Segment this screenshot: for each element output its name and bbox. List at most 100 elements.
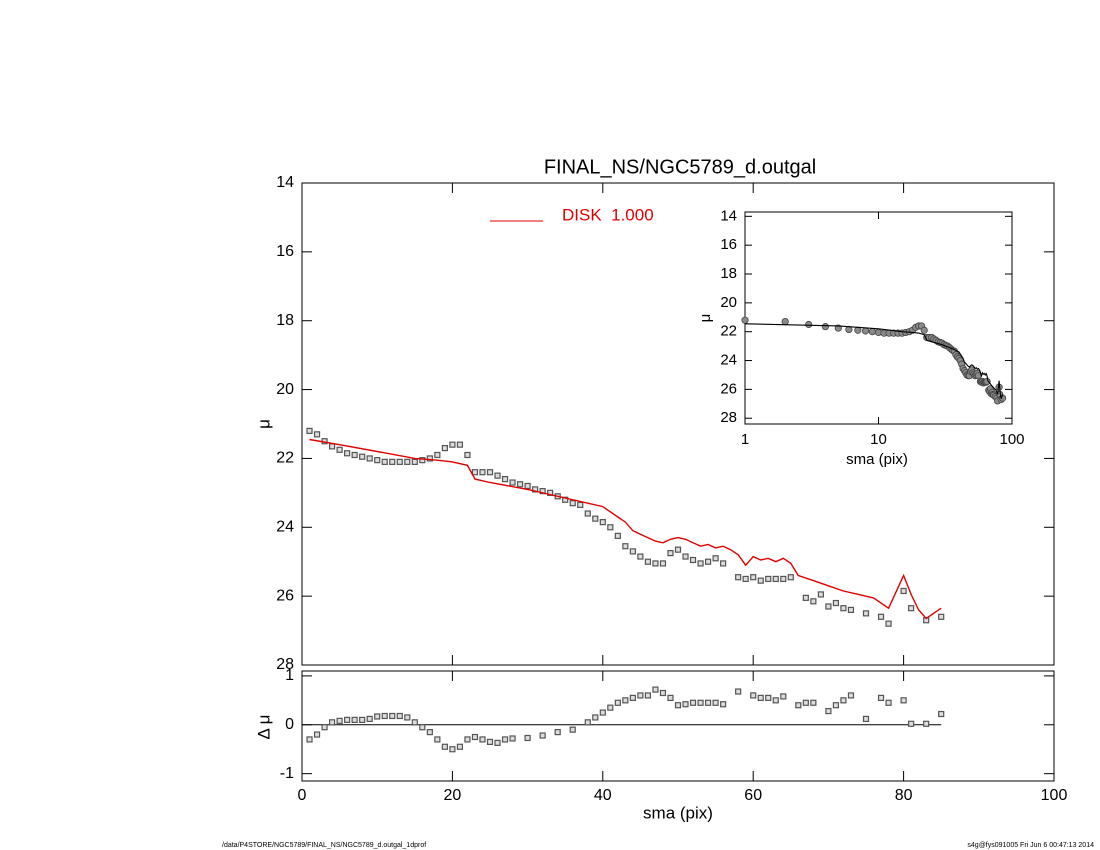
- data-point: [494, 739, 501, 746]
- data-point: [817, 591, 824, 598]
- data-point: [622, 543, 629, 550]
- data-point: [351, 716, 358, 723]
- data-point: [825, 603, 832, 610]
- data-point: [885, 620, 892, 627]
- data-point: [449, 441, 456, 448]
- data-point: [689, 699, 697, 706]
- data-point: [456, 743, 464, 750]
- y-tick-label: 26: [276, 587, 294, 604]
- data-point: [569, 500, 576, 507]
- data-point: [592, 515, 599, 522]
- data-point: [920, 326, 928, 334]
- data-point: [697, 699, 704, 706]
- y-tick-label: 1: [285, 667, 294, 684]
- data-point: [652, 686, 659, 693]
- data-point: [861, 327, 870, 335]
- y-tick-label: 20: [720, 294, 737, 311]
- data-point: [742, 575, 749, 583]
- data-point: [404, 458, 411, 465]
- data-point: [637, 553, 644, 560]
- data-point: [885, 699, 892, 706]
- y-tick-label: -1: [280, 765, 294, 782]
- data-point: [900, 587, 907, 595]
- data-point: [359, 716, 366, 723]
- data-point: [840, 605, 847, 612]
- data-point: [704, 558, 712, 565]
- data-point: [547, 489, 554, 496]
- data-point: [486, 469, 494, 476]
- data-point: [411, 458, 418, 465]
- data-point: [479, 469, 486, 476]
- data-point: [509, 735, 516, 742]
- data-point: [780, 693, 787, 700]
- data-point: [321, 724, 328, 731]
- data-point: [862, 610, 870, 617]
- data-point: [750, 574, 757, 581]
- data-point: [486, 738, 494, 745]
- data-point: [328, 443, 336, 450]
- x-axis-label: sma (pix): [643, 803, 713, 822]
- data-point: [614, 699, 621, 706]
- data-point: [306, 427, 313, 434]
- data-point: [644, 692, 652, 699]
- data-point: [351, 451, 358, 459]
- x-tick-label: 0: [298, 787, 307, 804]
- data-point: [306, 736, 313, 743]
- legend-label: DISK 1.000: [562, 205, 654, 224]
- y-tick-label: 24: [276, 519, 294, 536]
- data-point: [832, 599, 840, 607]
- data-point: [441, 743, 448, 750]
- data-point: [667, 694, 674, 701]
- data-point: [637, 692, 644, 699]
- x-tick-label: 100: [999, 431, 1024, 448]
- data-point: [659, 689, 667, 697]
- data-point: [577, 501, 584, 509]
- data-point: [313, 431, 321, 438]
- data-point: [539, 488, 546, 495]
- x-tick-label: 1: [741, 431, 749, 448]
- data-point: [877, 613, 885, 620]
- x-tick-label: 60: [744, 787, 762, 804]
- y-tick-label: 26: [720, 380, 737, 397]
- model-line: [744, 323, 1004, 399]
- inset-y-label: μ: [697, 314, 714, 323]
- data-point: [908, 605, 915, 612]
- data-point: [674, 702, 682, 709]
- data-point: [652, 560, 659, 567]
- data-point: [336, 717, 343, 724]
- data-point: [366, 715, 373, 723]
- data-point: [689, 556, 697, 564]
- data-point: [328, 719, 336, 726]
- data-point: [757, 577, 764, 584]
- data-point: [509, 479, 516, 486]
- data-point: [614, 532, 621, 539]
- data-point: [381, 712, 388, 720]
- y-tick-label: 16: [276, 243, 294, 260]
- data-point: [720, 560, 727, 567]
- y-tick-label: 16: [720, 236, 737, 253]
- data-point: [805, 320, 813, 329]
- data-point: [419, 724, 426, 731]
- data-point: [825, 707, 832, 715]
- data-point: [494, 472, 501, 479]
- data-point: [772, 697, 779, 704]
- data-point: [629, 548, 636, 555]
- data-point: [404, 714, 411, 721]
- data-point: [983, 377, 991, 386]
- data-point: [908, 720, 915, 727]
- data-point: [659, 560, 667, 567]
- data-point: [697, 560, 704, 567]
- data-point: [381, 458, 388, 465]
- data-point: [674, 546, 682, 553]
- data-point: [592, 714, 599, 721]
- data-point: [464, 736, 471, 743]
- data-point: [434, 451, 441, 459]
- x-tick-label: 40: [594, 787, 612, 804]
- data-point: [516, 481, 524, 488]
- y-tick-label: 0: [285, 716, 294, 733]
- x-tick-label: 100: [1041, 787, 1068, 804]
- data-point: [877, 694, 885, 701]
- y-tick-label: 18: [276, 312, 294, 329]
- data-point: [847, 692, 855, 699]
- footer-path: /data/P4STORE/NGC5789/FINAL_NS/NGC5789_d…: [222, 842, 426, 849]
